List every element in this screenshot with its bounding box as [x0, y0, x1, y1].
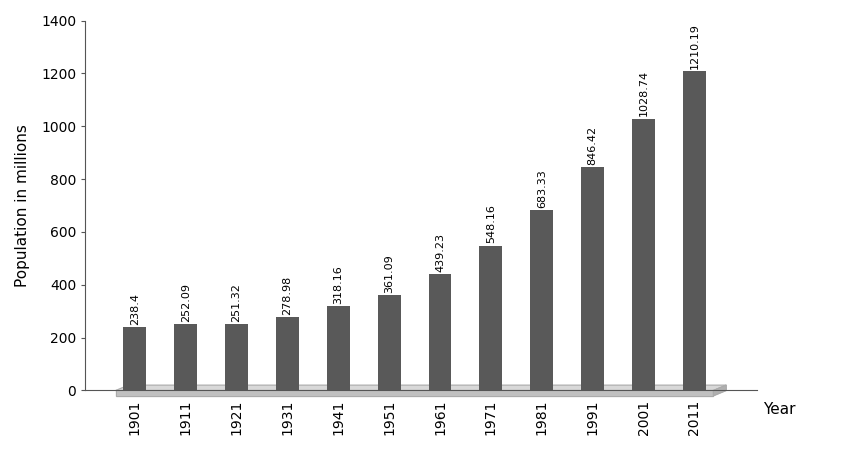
Bar [632, 119, 655, 391]
Text: 548.16: 548.16 [486, 205, 496, 243]
Bar [377, 295, 400, 391]
Bar [276, 317, 298, 391]
Polygon shape [713, 385, 726, 396]
Text: 278.98: 278.98 [282, 275, 293, 315]
Text: 252.09: 252.09 [181, 283, 191, 322]
Polygon shape [116, 391, 713, 396]
Bar [428, 274, 451, 391]
Bar [175, 324, 198, 391]
Bar [326, 306, 349, 391]
Text: 846.42: 846.42 [588, 126, 598, 165]
Text: 361.09: 361.09 [384, 254, 394, 293]
Text: 318.16: 318.16 [333, 266, 343, 304]
Text: 251.32: 251.32 [232, 283, 242, 322]
Polygon shape [116, 385, 726, 391]
Text: 1028.74: 1028.74 [639, 70, 649, 117]
Text: 1210.19: 1210.19 [689, 22, 700, 68]
Bar [530, 210, 553, 391]
Y-axis label: Population in millions: Population in millions [15, 124, 30, 287]
Text: 683.33: 683.33 [537, 169, 547, 208]
Text: 238.4: 238.4 [130, 293, 140, 325]
Bar [225, 324, 248, 391]
Bar [683, 71, 706, 391]
Text: Year: Year [763, 402, 795, 417]
Text: 439.23: 439.23 [435, 233, 445, 272]
Bar [124, 328, 147, 391]
Bar [581, 167, 604, 391]
Bar [479, 246, 502, 391]
